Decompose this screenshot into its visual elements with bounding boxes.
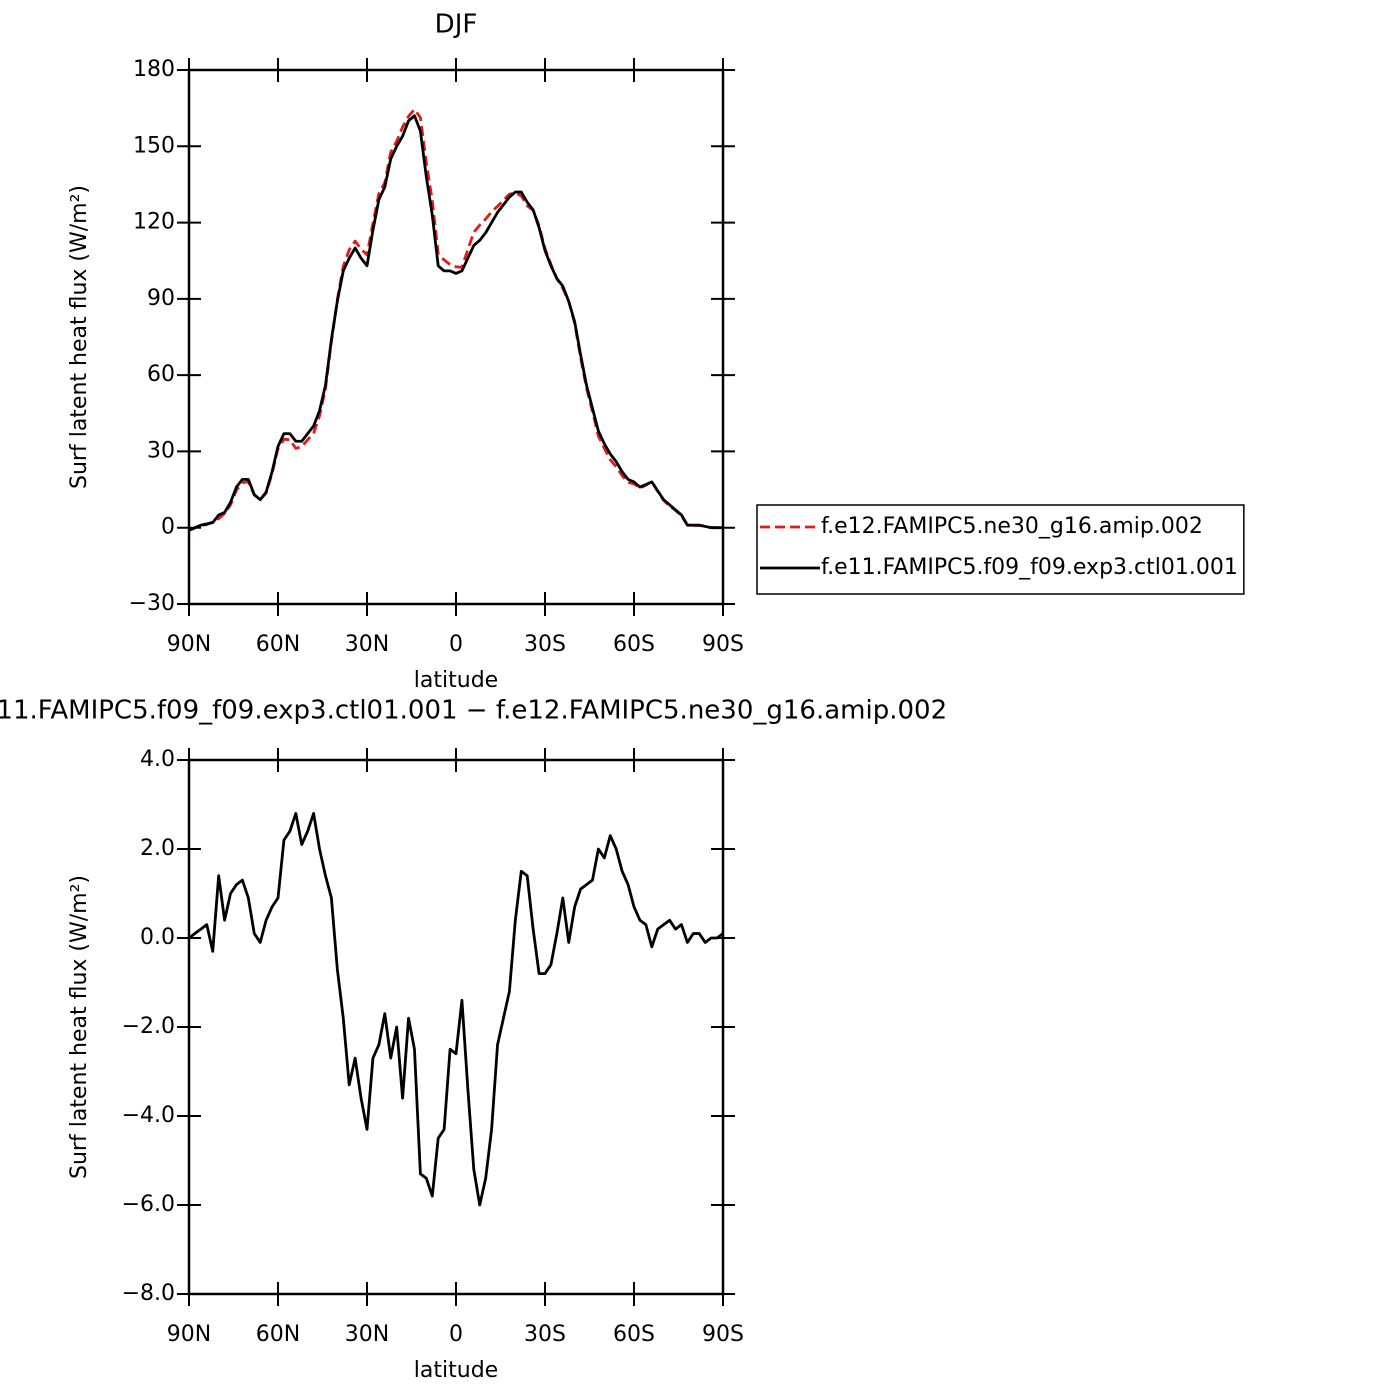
y-tick-label: 150 [133,133,175,158]
x-tick-label: 60S [613,1322,655,1347]
y-tick-label: 90 [147,286,175,311]
x-tick-label: 90S [702,632,744,657]
y-tick-label: −8.0 [122,1281,175,1306]
plot-frame [187,68,725,606]
y-tick-label: 4.0 [140,747,175,772]
x-tick-label: 60N [256,632,300,657]
series-line [188,114,723,532]
x-axis-label: latitude [414,668,498,693]
y-tick-label: 60 [147,362,175,387]
y-tick-label: −30 [129,591,175,616]
y-tick-label: −6.0 [122,1192,175,1217]
x-tick-label: 30S [524,632,566,657]
chart-title: DJF [435,10,478,40]
x-tick-label: 90N [167,1322,211,1347]
x-tick-label: 90S [702,1322,744,1347]
y-axis-label: Surf latent heat flux (W/m²) [67,875,92,1179]
legend-box [756,504,1245,595]
x-tick-label: 30S [524,1322,566,1347]
x-tick-label: 30N [345,1322,389,1347]
x-tick-label: 30N [345,632,389,657]
legend: f.e12.FAMIPC5.ne30_g16.amip.002 f.e11.FAM… [756,504,1245,595]
y-tick-label: 0.0 [140,925,175,950]
y-tick-label: 120 [133,210,175,235]
y-tick-label: −2.0 [122,1014,175,1039]
y-tick-label: 180 [133,57,175,82]
y-tick-label: 2.0 [140,836,175,861]
x-axis-label: latitude [414,1358,498,1383]
series-line [188,108,724,532]
legend-label: f.e11.FAMIPC5.f09_f09.exp3.ctl01.001 [821,555,1238,580]
plot-frame [187,758,725,1296]
y-tick-label: −4.0 [122,1103,175,1128]
x-tick-label: 0 [449,632,463,657]
y-tick-label: 0 [161,515,175,540]
x-tick-label: 60N [256,1322,300,1347]
x-tick-label: 90N [167,632,211,657]
series-line [188,812,724,1207]
chart-title: f.e11.FAMIPC5.f09_f09.exp3.ctl01.001 − f… [0,696,947,726]
legend-label: f.e12.FAMIPC5.ne30_g16.amip.002 [821,514,1203,539]
x-tick-label: 0 [449,1322,463,1347]
y-tick-label: 30 [147,438,175,463]
x-tick-label: 60S [613,632,655,657]
y-axis-label: Surf latent heat flux (W/m²) [67,185,92,489]
